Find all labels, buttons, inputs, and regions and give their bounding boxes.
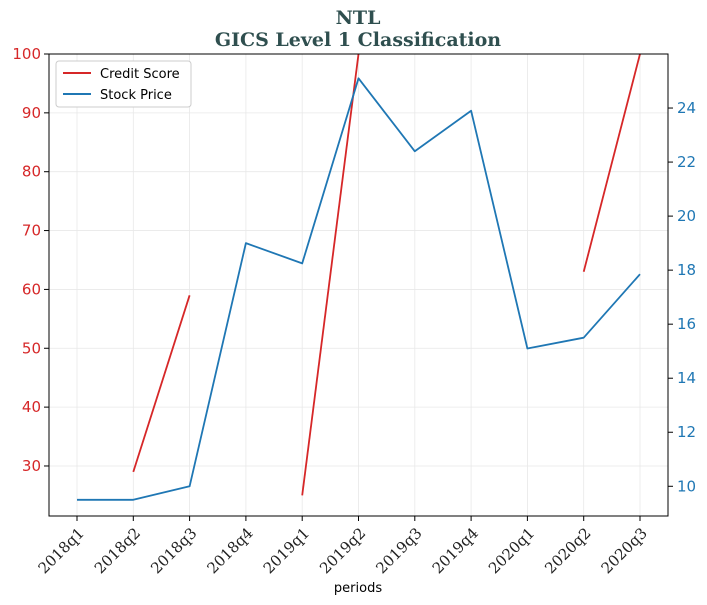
right-y-axis: 10 12 14 16 18 20 22 24 bbox=[668, 99, 696, 495]
grid bbox=[49, 53, 668, 516]
left-y-tick-label: 80 bbox=[22, 163, 41, 181]
left-y-tick-label: 70 bbox=[22, 222, 41, 240]
left-y-axis: 30 40 50 60 70 80 90 100 bbox=[12, 45, 49, 475]
series-layer bbox=[77, 53, 641, 501]
right-y-tick-label: 22 bbox=[677, 153, 696, 171]
x-tick-label: 2020q2 bbox=[541, 524, 594, 577]
x-tick-label: 2019q3 bbox=[372, 524, 425, 577]
left-y-tick-label: 90 bbox=[22, 104, 41, 122]
x-tick-label: 2020q3 bbox=[598, 524, 651, 577]
x-axis: 2018q1 2018q2 2018q3 2018q4 2019q1 2019q2 2019… bbox=[35, 516, 651, 577]
right-y-tick-label: 12 bbox=[677, 423, 696, 441]
x-tick-label: 2018q3 bbox=[147, 524, 200, 577]
left-y-tick-label: 40 bbox=[22, 398, 41, 416]
series-line-stock-price bbox=[77, 77, 641, 501]
right-y-tick-label: 10 bbox=[677, 477, 696, 495]
right-y-tick-label: 16 bbox=[677, 315, 696, 333]
left-y-tick-label: 60 bbox=[22, 280, 41, 298]
x-tick-label: 2018q1 bbox=[35, 524, 88, 577]
x-tick-label: 2019q4 bbox=[429, 524, 482, 577]
right-y-tick-label: 14 bbox=[677, 369, 696, 387]
chart-title-line1: NTL bbox=[336, 7, 381, 29]
right-y-tick-label: 24 bbox=[677, 99, 696, 117]
x-tick-label: 2019q2 bbox=[316, 524, 369, 577]
left-y-tick-label: 50 bbox=[22, 339, 41, 357]
right-y-tick-label: 18 bbox=[677, 261, 696, 279]
series-line-credit-score bbox=[301, 53, 360, 496]
legend-label-stock-price: Stock Price bbox=[100, 88, 172, 103]
x-tick-label: 2019q1 bbox=[260, 524, 313, 577]
right-y-tick-label: 20 bbox=[677, 207, 696, 225]
left-y-tick-label: 100 bbox=[12, 45, 41, 63]
x-tick-label: 2018q2 bbox=[91, 524, 144, 577]
legend-label-credit-score: Credit Score bbox=[100, 67, 180, 82]
legend: Credit Score Stock Price bbox=[55, 60, 192, 108]
series-line-credit-score bbox=[582, 53, 641, 272]
series-line-credit-score bbox=[132, 295, 191, 473]
left-y-tick-label: 30 bbox=[22, 457, 41, 475]
x-tick-label: 2018q4 bbox=[203, 524, 256, 577]
x-tick-label: 2020q1 bbox=[485, 524, 538, 577]
x-axis-label: periods bbox=[334, 581, 382, 596]
chart-title-line2: GICS Level 1 Classification bbox=[215, 29, 501, 51]
